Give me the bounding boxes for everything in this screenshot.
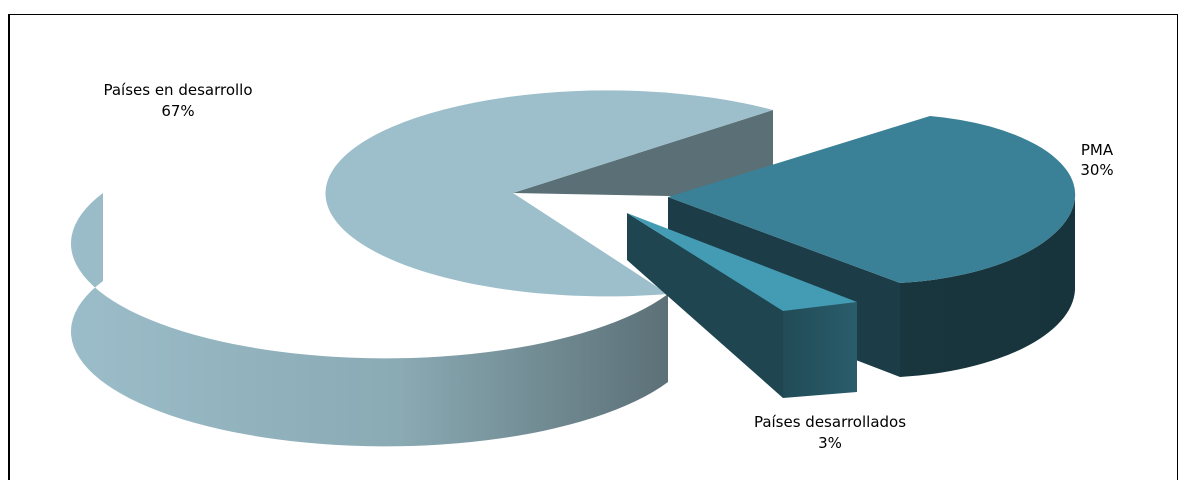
label-pma-name: PMA (1081, 141, 1114, 159)
slice-pma-top (668, 116, 1076, 283)
slice-paises-en-desarrollo-side (70, 193, 668, 447)
slice-paises-desarrollados-inner-face (627, 213, 783, 398)
label-pma-value: 30% (1080, 161, 1113, 179)
label-paises-desarrollados-name: Países desarrollados (754, 413, 906, 431)
chart-frame (8, 14, 1178, 480)
slice-paises-en-desarrollo-top (325, 90, 773, 297)
label-paises-en-desarrollo-value: 67% (161, 102, 194, 120)
slice-paises-en-desarrollo-cut (513, 110, 773, 198)
slice-paises-desarrollados-side (783, 302, 857, 398)
label-paises-en-desarrollo-name: Países en desarrollo (103, 81, 252, 99)
slice-pma-side (900, 198, 1075, 377)
slice-paises-desarrollados (627, 213, 857, 398)
slice-paises-desarrollados-top (627, 213, 857, 311)
slice-paises-en-desarrollo (70, 90, 773, 447)
label-paises-desarrollados-value: 3% (818, 434, 842, 452)
